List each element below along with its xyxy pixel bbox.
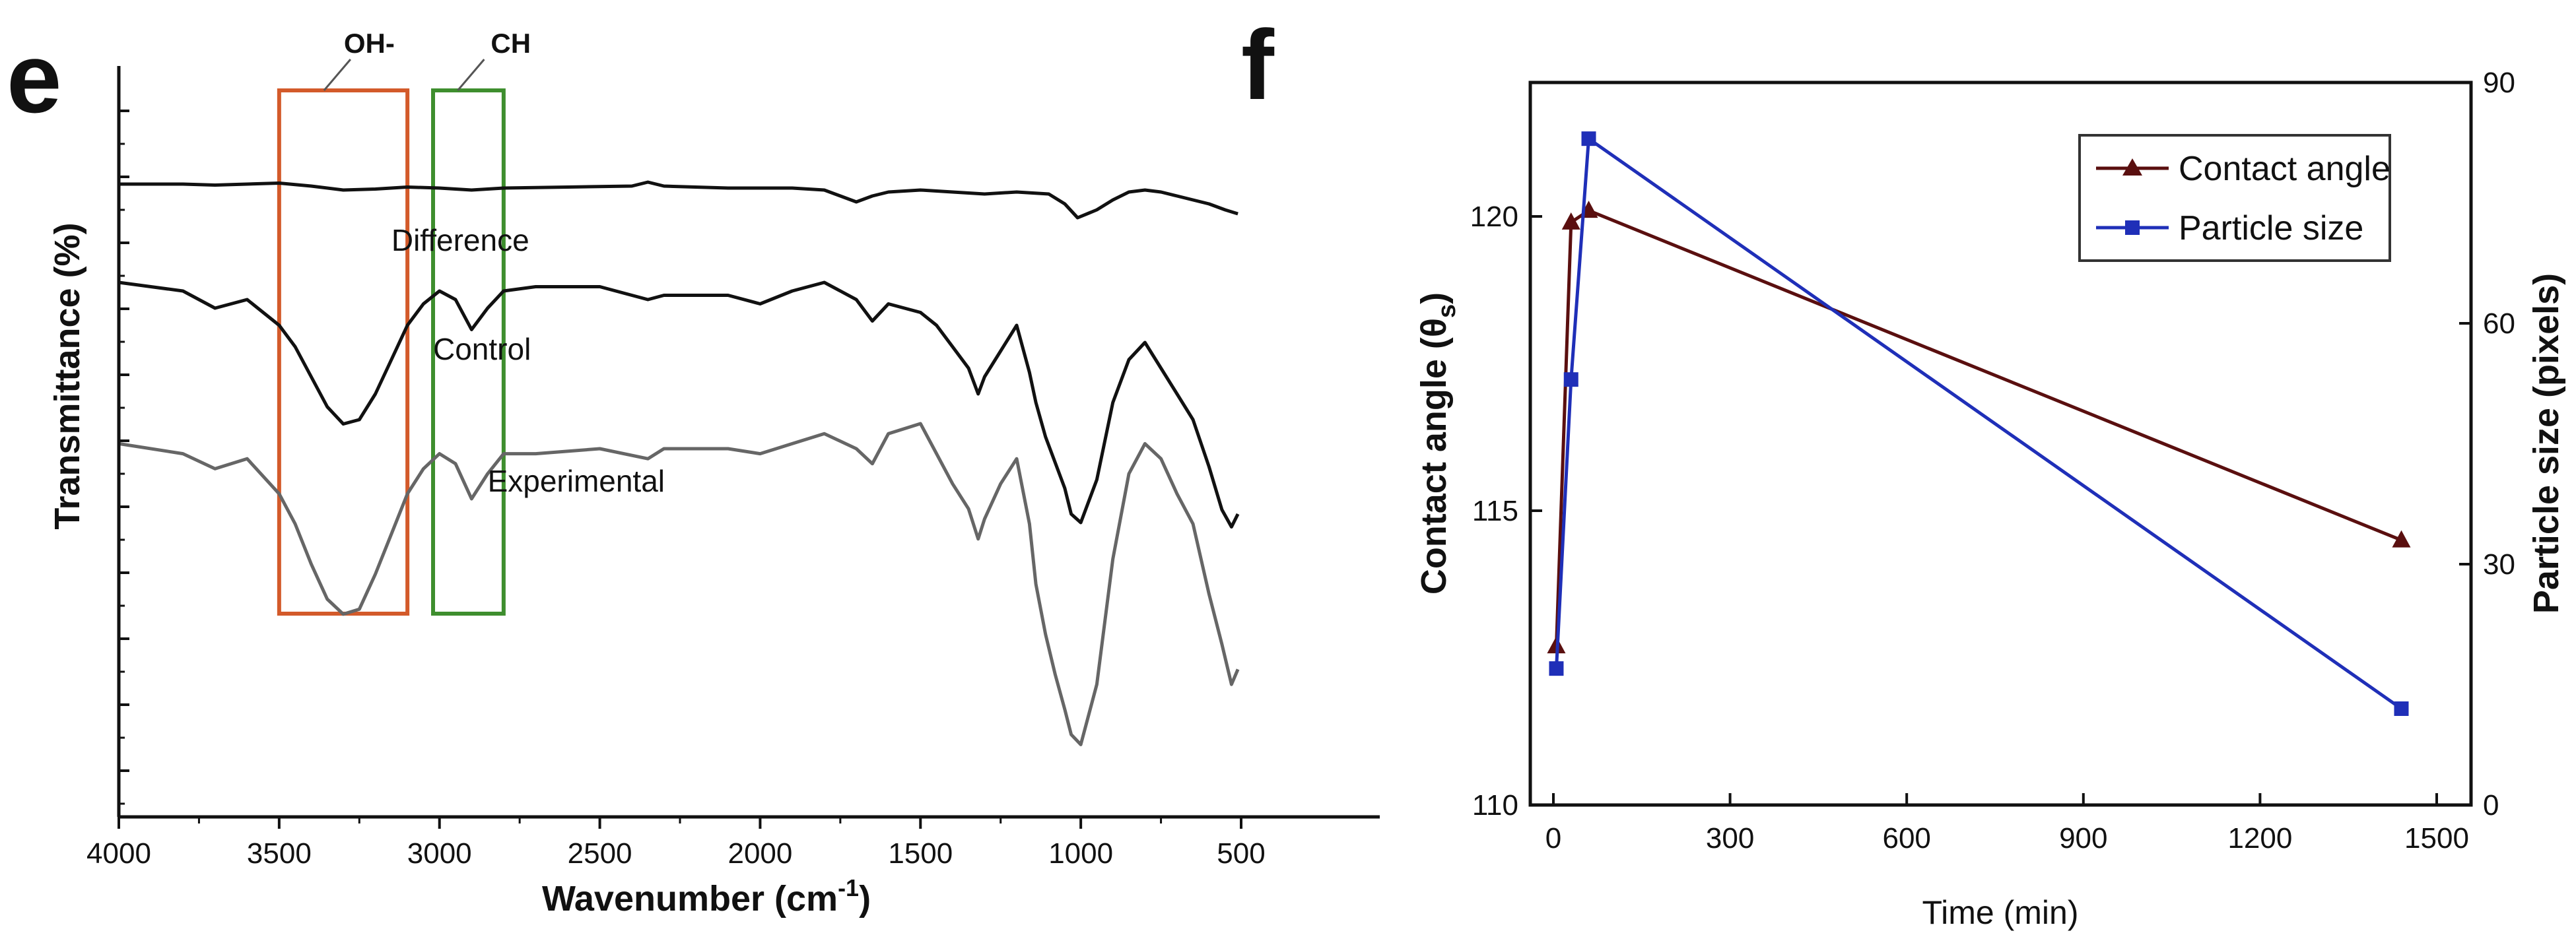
data-point-contact-angle xyxy=(2392,530,2411,548)
panel-f-plot-frame xyxy=(1528,81,2473,807)
panel-e-x-tick-label: 1500 xyxy=(888,837,953,870)
panel-f-x-tick-label: 0 xyxy=(1545,822,1561,854)
panel-e-x-tick-label: 500 xyxy=(1217,837,1265,870)
annotation-box-ch xyxy=(431,88,506,616)
data-point-particle-size xyxy=(2394,701,2409,716)
panel-e-letter: e xyxy=(7,22,61,133)
panel-f-y2-tick-label: 30 xyxy=(2483,548,2515,581)
panel-f-y2-tick-label: 0 xyxy=(2483,789,2499,822)
panel-e-y-ticks xyxy=(119,110,129,805)
legend-contact-angle-marker xyxy=(2122,158,2142,176)
series-line-particle-size xyxy=(1555,137,2402,711)
legend-contact-angle-label: Contact angle xyxy=(2179,150,2390,188)
panel-f-y-tick-label: 110 xyxy=(1472,789,1518,822)
panel-f-x-tick-label: 300 xyxy=(1706,822,1754,854)
annotation-label-ch: CH xyxy=(491,28,531,59)
spectrum-difference xyxy=(119,180,1238,220)
panel-e-x-tick-label: 3500 xyxy=(247,837,312,870)
panel-e-y-axis-label: Transmittance (%) xyxy=(48,222,87,529)
panel-e-plot-area: OH- CH Difference Control Experimental xyxy=(118,28,1240,746)
panel-e-x-axis-label: Wavenumber (cm-1) xyxy=(542,874,871,919)
panel-f-x-axis-label: Time (min) xyxy=(1922,894,2078,931)
panel-f-x-tick-label: 1200 xyxy=(2227,822,2292,854)
panel-f-x-tick-label: 600 xyxy=(1882,822,1930,854)
panel-e-x-tick-label: 2000 xyxy=(728,837,792,870)
spectrum-label-experimental: Experimental xyxy=(488,464,665,498)
panel-e-x-tick-label: 4000 xyxy=(86,837,151,870)
annotation-leader-oh xyxy=(323,59,351,91)
legend-particle-size-marker xyxy=(2125,220,2140,235)
legend-particle-size-label: Particle size xyxy=(2179,209,2363,247)
panel-f-y-tick-label: 115 xyxy=(1472,495,1518,527)
spectrum-experimental xyxy=(118,422,1240,746)
spectrum-label-difference: Difference xyxy=(391,223,529,257)
panel-f-y2-axis-label: Particle size (pixels) xyxy=(2526,273,2566,614)
data-point-contact-angle xyxy=(1561,212,1580,230)
panel-f-y-axis-label: Contact angle (θs) xyxy=(1414,292,1461,595)
panel-e-x-axis-label-sup: -1 xyxy=(838,874,859,901)
spectrum-control xyxy=(118,280,1240,529)
panel-f-legend: Contact angle Particle size xyxy=(2078,134,2391,262)
panel-e-x-ticks: 4000 3500 3000 2500 2000 1500 1000 500 xyxy=(86,817,1266,870)
panel-f-plot-area xyxy=(1547,131,2411,716)
panel-f-legend-box xyxy=(2078,134,2391,262)
panel-f-letter: f xyxy=(1241,9,1275,120)
panel-f-x-tick-label: 900 xyxy=(2059,822,2107,854)
spectrum-label-control: Control xyxy=(433,332,531,366)
series-line-contact-angle xyxy=(1555,209,2402,647)
panel-e: e OH- CH Difference Control Experimental 400… xyxy=(7,22,1380,919)
data-point-particle-size xyxy=(1549,661,1564,676)
annotation-label-oh: OH- xyxy=(344,28,395,59)
data-point-particle-size xyxy=(1563,372,1578,387)
panel-e-x-tick-label: 1000 xyxy=(1048,837,1113,870)
panel-e-x-tick-label: 3000 xyxy=(407,837,472,870)
annotation-leader-ch xyxy=(457,59,485,91)
panel-f-y2-tick-label: 60 xyxy=(2483,307,2515,340)
data-point-particle-size xyxy=(1581,131,1596,146)
panel-f-x-tick-label: 1500 xyxy=(2404,822,2469,854)
panel-f-y2-tick-label: 90 xyxy=(2483,67,2515,99)
panel-f-y-axis-label-sub: s xyxy=(1433,304,1461,318)
panel-f-y-tick-label: 120 xyxy=(1470,201,1518,233)
panel-e-x-tick-label: 2500 xyxy=(568,837,632,870)
